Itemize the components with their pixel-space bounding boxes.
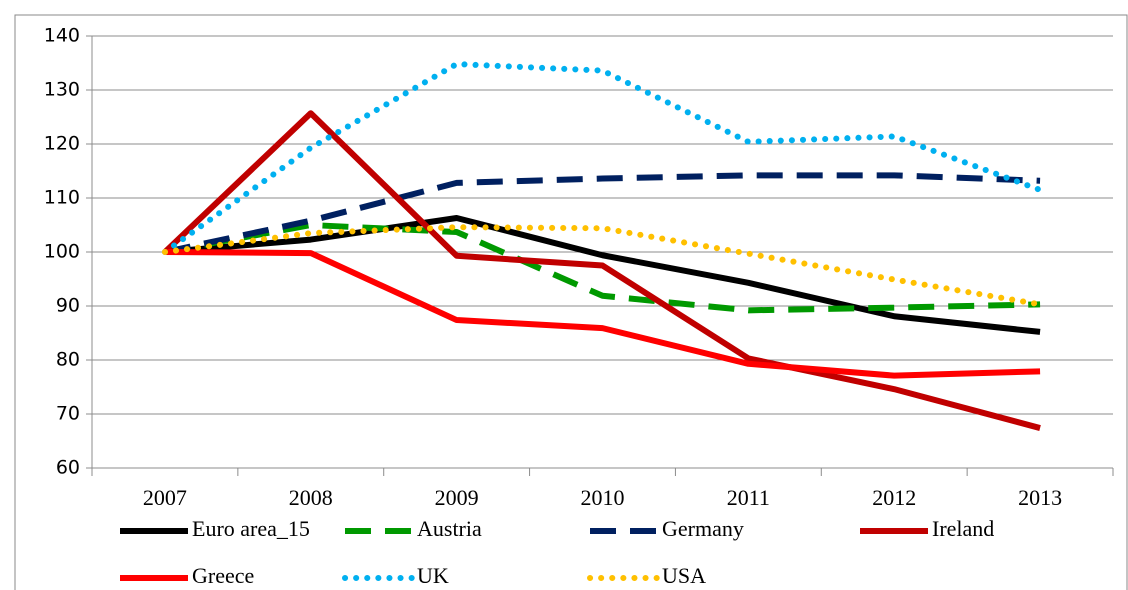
y-tick-label: 90	[56, 295, 80, 317]
y-tick-label: 100	[44, 241, 80, 263]
y-tick-label: 130	[44, 79, 80, 101]
series-line	[164, 172, 1041, 255]
series-line	[164, 214, 1041, 335]
legend-label: UK	[417, 563, 449, 588]
legend-label: Greece	[192, 563, 254, 588]
legend-label: USA	[662, 563, 706, 588]
x-tick-label: 2013	[1018, 485, 1062, 510]
x-tick-label: 2011	[727, 485, 770, 510]
y-tick-label: 120	[44, 133, 80, 155]
y-tick-label: 80	[56, 349, 80, 371]
legend-label: Ireland	[932, 516, 994, 541]
y-tick-label: 110	[44, 187, 80, 209]
legend-label: Austria	[417, 516, 482, 541]
series-line	[164, 222, 1041, 314]
x-tick-label: 2007	[143, 485, 187, 510]
x-tick-label: 2010	[581, 485, 625, 510]
x-tick-label: 2008	[289, 485, 333, 510]
series-line	[162, 110, 1041, 431]
y-tick-label: 140	[44, 25, 80, 47]
series-line	[164, 249, 1041, 379]
x-tick-label: 2012	[872, 485, 916, 510]
x-tick-label: 2009	[435, 485, 479, 510]
y-tick-label: 60	[56, 457, 80, 479]
legend-label: Euro area_15	[192, 516, 310, 541]
series-line	[161, 224, 1044, 308]
y-tick-label: 70	[56, 403, 80, 425]
chart-frame	[14, 14, 1128, 590]
legend-label: Germany	[662, 516, 744, 541]
series-line	[161, 61, 1044, 255]
